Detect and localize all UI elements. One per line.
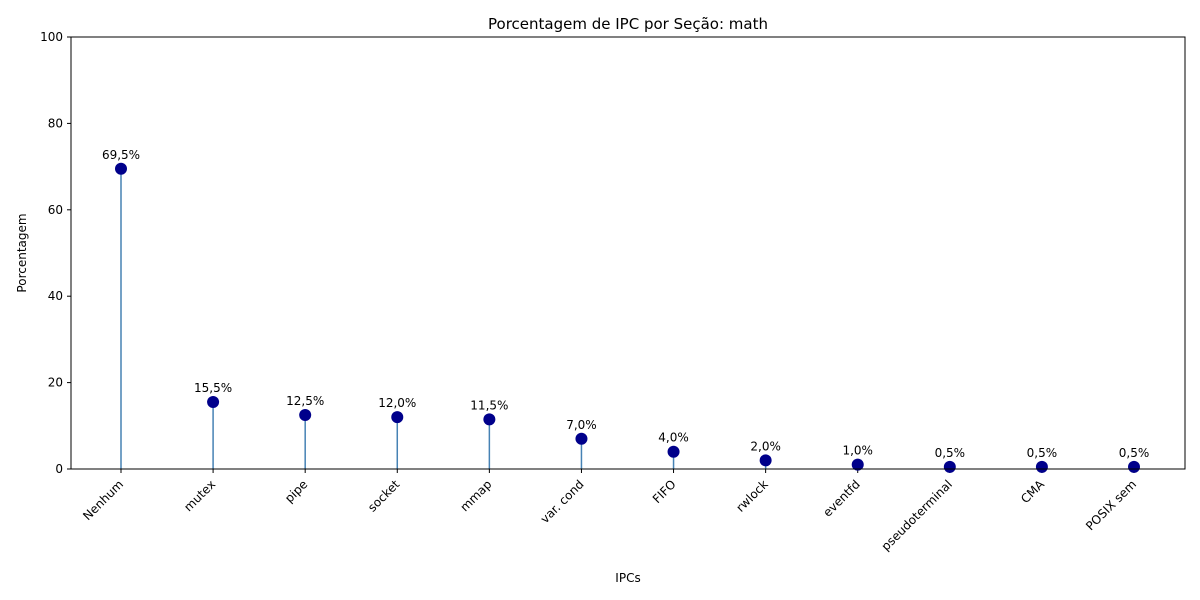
- x-tick-label: eventfd: [820, 477, 862, 519]
- y-tick-label: 20: [48, 376, 63, 390]
- data-label: 12,0%: [378, 396, 416, 410]
- data-label: 11,5%: [470, 398, 508, 412]
- x-tick-label: mmap: [457, 477, 494, 514]
- data-point: [851, 458, 864, 471]
- y-tick-label: 60: [48, 203, 63, 217]
- x-tick-label: CMA: [1018, 477, 1048, 507]
- x-axis-label: IPCs: [615, 571, 640, 585]
- data-label: 1,0%: [842, 444, 873, 458]
- plot-frame: [70, 36, 1186, 470]
- y-tick-label: 40: [48, 289, 63, 303]
- y-tick-label: 0: [55, 462, 63, 476]
- y-tick-label: 80: [48, 116, 63, 130]
- data-label: 0,5%: [1027, 446, 1058, 460]
- data-label: 15,5%: [194, 381, 232, 395]
- data-label: 0,5%: [1119, 446, 1150, 460]
- y-tick-label: 100: [40, 30, 63, 44]
- data-point: [759, 454, 772, 467]
- y-axis-label: Porcentagem: [15, 213, 29, 292]
- data-label: 69,5%: [102, 148, 140, 162]
- data-label: 12,5%: [286, 394, 324, 408]
- data-point: [115, 162, 127, 175]
- data-label: 7,0%: [566, 418, 597, 432]
- chart-title: Porcentagem de IPC por Seção: math: [488, 15, 768, 33]
- plot-area: 0 20 40 60 80 100 69,5% Nenhum 15,5% mutex 12,5% pi…: [40, 30, 1149, 554]
- x-tick-label: socket: [365, 477, 403, 515]
- x-tick-label: var. cond: [538, 477, 587, 526]
- data-point: [943, 460, 956, 473]
- data-point: [1035, 460, 1048, 473]
- data-point: [207, 396, 220, 409]
- data-point: [1128, 460, 1140, 473]
- x-tick-label: pseudoterminal: [879, 477, 955, 553]
- data-point: [483, 413, 496, 426]
- data-label: 2,0%: [750, 439, 781, 453]
- x-tick-label: Nenhum: [80, 477, 126, 523]
- data-point: [575, 432, 588, 445]
- data-label: 0,5%: [935, 446, 966, 460]
- data-label: 4,0%: [658, 431, 689, 445]
- data-point: [391, 411, 404, 424]
- data-point: [299, 409, 312, 421]
- x-tick-label: mutex: [181, 477, 218, 514]
- x-tick-label: pipe: [282, 477, 310, 505]
- x-tick-label: POSIX sem: [1083, 477, 1139, 533]
- x-tick-label: FIFO: [650, 477, 679, 506]
- data-point: [667, 445, 680, 458]
- x-tick-label: rwlock: [733, 477, 770, 514]
